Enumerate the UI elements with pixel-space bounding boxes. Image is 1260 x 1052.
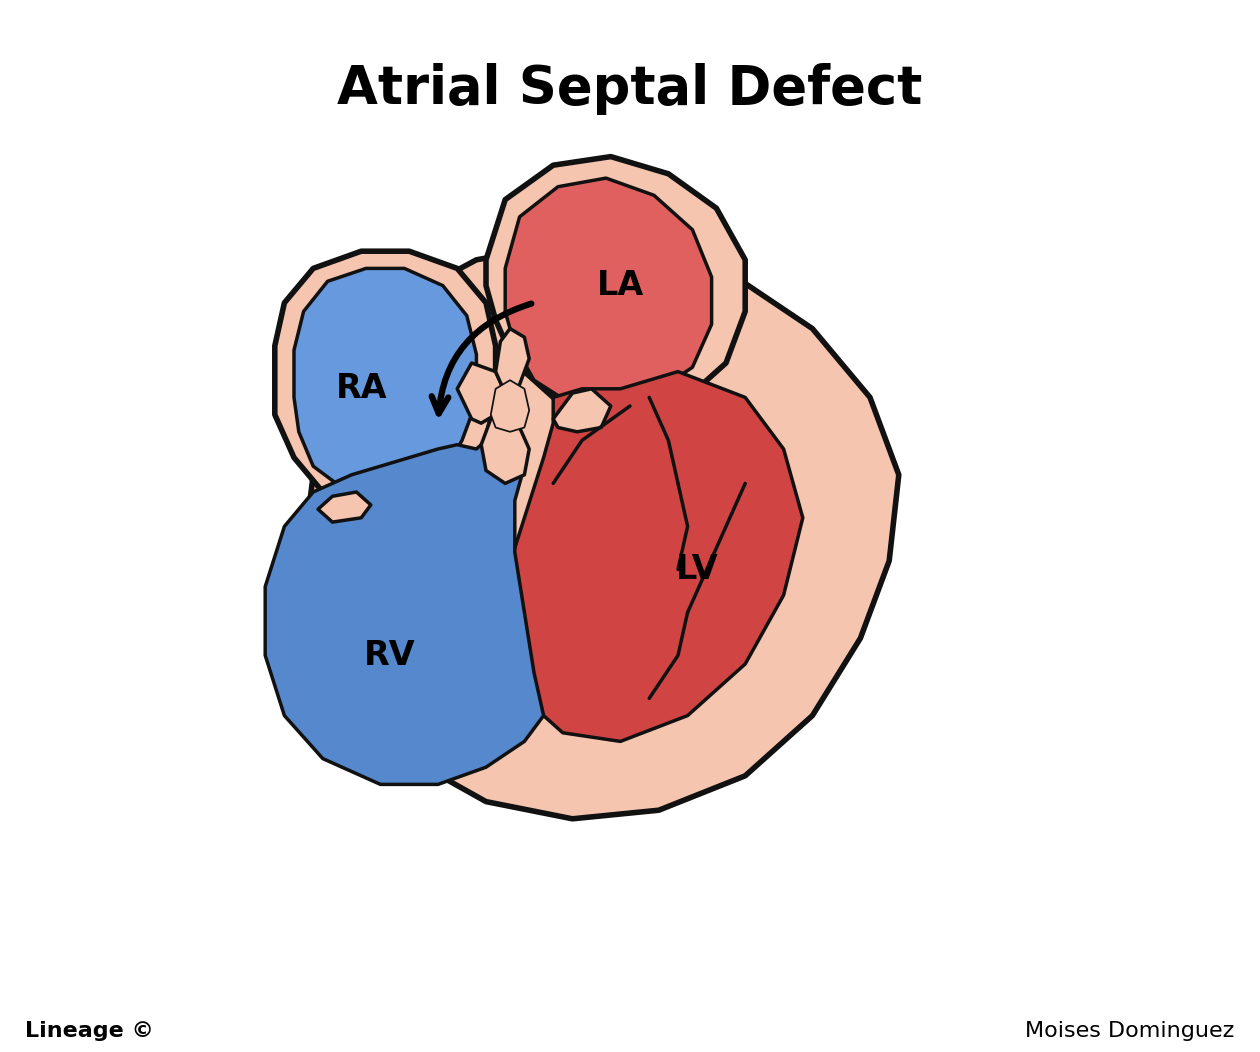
Polygon shape xyxy=(265,414,543,785)
Polygon shape xyxy=(457,363,505,423)
Text: RV: RV xyxy=(364,639,416,672)
Text: RA: RA xyxy=(335,372,387,405)
Polygon shape xyxy=(486,157,745,414)
Polygon shape xyxy=(318,492,370,522)
Polygon shape xyxy=(495,328,529,393)
Text: Lineage ©: Lineage © xyxy=(25,1021,154,1041)
Polygon shape xyxy=(294,268,476,497)
Polygon shape xyxy=(491,380,529,431)
Polygon shape xyxy=(275,251,495,509)
Text: Atrial Septal Defect: Atrial Septal Defect xyxy=(338,63,922,115)
Polygon shape xyxy=(481,414,529,484)
Text: LA: LA xyxy=(597,269,644,302)
Polygon shape xyxy=(553,389,611,431)
Polygon shape xyxy=(505,371,803,742)
Text: LV: LV xyxy=(675,553,718,586)
Polygon shape xyxy=(505,178,712,406)
Text: Moises Dominguez: Moises Dominguez xyxy=(1026,1021,1235,1041)
Polygon shape xyxy=(304,234,898,818)
